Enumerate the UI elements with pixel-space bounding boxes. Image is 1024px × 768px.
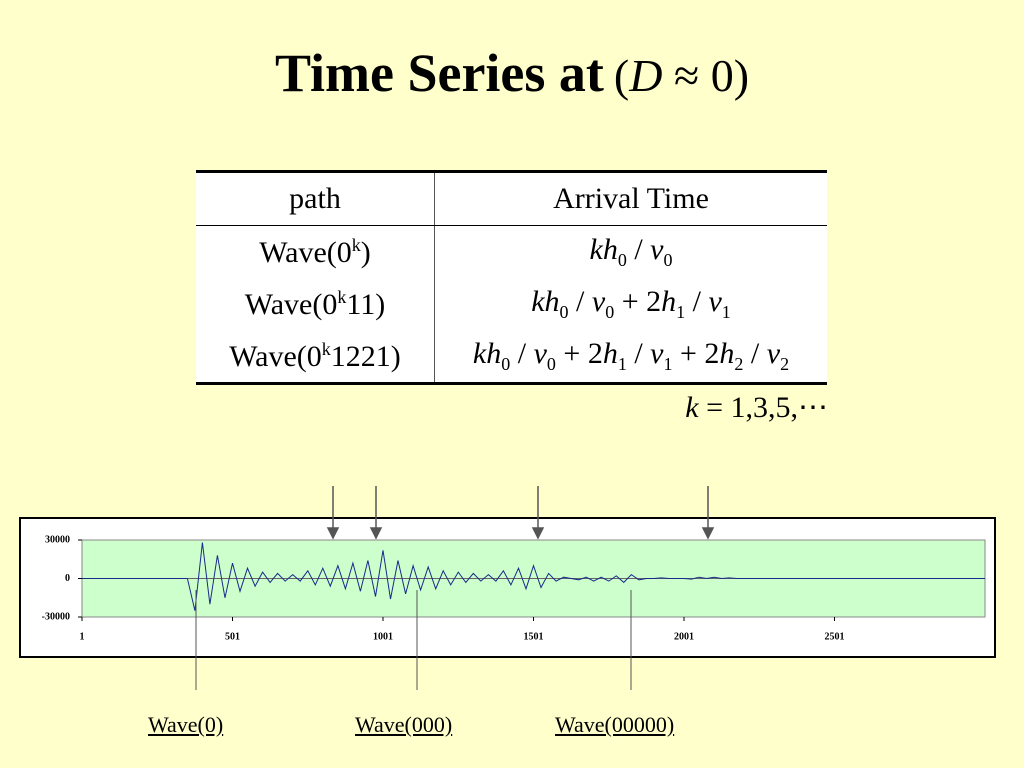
math-part: / bbox=[743, 337, 767, 370]
math-part: 2 bbox=[734, 354, 744, 374]
x-tick-label: 2501 bbox=[825, 631, 845, 642]
marker-label: Wave(000) bbox=[355, 712, 453, 737]
table-cell: Wave(0k) bbox=[196, 225, 435, 278]
math-part: Wave(0 bbox=[259, 235, 352, 269]
math-part: / bbox=[685, 285, 709, 318]
arrival-table: path Arrival Time Wave(0k) kh0 / v0 Wave(0… bbox=[196, 170, 827, 385]
math-part: v bbox=[591, 285, 606, 318]
math-part: ) bbox=[360, 235, 371, 269]
math-part: Wave(0 bbox=[244, 287, 338, 321]
math-part: v bbox=[650, 233, 664, 266]
table-row: Wave(0k) kh0 / v0 bbox=[196, 225, 827, 278]
math-part: v bbox=[708, 285, 722, 318]
title-main: Time Series at bbox=[274, 43, 604, 103]
math-part: = 1,3,5,⋯ bbox=[698, 391, 828, 424]
x-tick-label: 1001 bbox=[373, 631, 393, 642]
title-math: (D ≈ 0) bbox=[614, 50, 749, 101]
math-part: + 2 bbox=[672, 337, 720, 370]
math-part: 1 bbox=[721, 302, 731, 322]
table-cell: kh0 / v0 + 2h1 / v1 bbox=[434, 278, 827, 330]
math-part: kh bbox=[589, 233, 618, 266]
math-part: 1 bbox=[663, 354, 673, 374]
math-part: ( bbox=[613, 50, 630, 101]
math-part: / bbox=[568, 285, 592, 318]
table-cell: kh0 / v0 + 2h1 / v1 + 2h2 / v2 bbox=[434, 330, 827, 384]
x-tick-label: 1 bbox=[80, 631, 85, 642]
math-part: 0 bbox=[605, 302, 615, 322]
waveform bbox=[82, 542, 985, 611]
math-part: k bbox=[321, 338, 331, 359]
math-part: h bbox=[719, 337, 735, 370]
math-part: h bbox=[602, 337, 618, 370]
y-tick-label: -30000 bbox=[42, 611, 70, 622]
x-tick-label: 1501 bbox=[524, 631, 544, 642]
table-row: Wave(0k1221) kh0 / v0 + 2h1 / v1 + 2h2 / … bbox=[196, 330, 827, 384]
math-part: 0 bbox=[559, 302, 569, 322]
math-part: k bbox=[685, 391, 699, 424]
math-part: k bbox=[351, 234, 361, 255]
math-part: 1 bbox=[676, 302, 686, 322]
math-part: D bbox=[629, 50, 663, 101]
math-part: 0 bbox=[617, 250, 627, 270]
math-part: 2 bbox=[780, 354, 790, 374]
math-part: kh bbox=[531, 285, 560, 318]
math-part: / bbox=[626, 233, 651, 266]
math-part: 0 bbox=[501, 354, 511, 374]
y-tick-label: 0 bbox=[65, 573, 70, 584]
math-part: h bbox=[661, 285, 677, 318]
math-part: / bbox=[510, 337, 534, 370]
math-part: 1 bbox=[617, 354, 627, 374]
x-tick-label: 2001 bbox=[674, 631, 694, 642]
math-part: k bbox=[337, 286, 347, 307]
table-cell: kh0 / v0 bbox=[434, 225, 827, 278]
title: Time Series at (D ≈ 0) bbox=[0, 42, 1024, 104]
math-part: 11) bbox=[346, 287, 386, 321]
math-part: 1221) bbox=[330, 339, 401, 373]
marker-label: Wave(00000) bbox=[555, 712, 675, 737]
math-part: 0 bbox=[663, 250, 673, 270]
math-part: 0 bbox=[546, 354, 556, 374]
math-part: + 2 bbox=[614, 285, 662, 318]
math-part: v bbox=[650, 337, 664, 370]
x-tick-label: 501 bbox=[225, 631, 240, 642]
math-part: + 2 bbox=[555, 337, 603, 370]
math-part: v bbox=[766, 337, 781, 370]
marker-label: Wave(0) bbox=[148, 712, 224, 737]
math-part: kh bbox=[472, 337, 502, 370]
header-cell: Arrival Time bbox=[434, 171, 827, 226]
y-tick-label: 30000 bbox=[45, 534, 70, 545]
arrows bbox=[326, 486, 715, 540]
table-row: Wave(0k11) kh0 / v0 + 2h1 / v1 bbox=[196, 278, 827, 330]
table-cell: Wave(0k1221) bbox=[196, 330, 435, 384]
math-part: v bbox=[533, 337, 547, 370]
math-part: / bbox=[626, 337, 651, 370]
header-cell: path bbox=[196, 171, 435, 226]
math-part: Wave(0 bbox=[229, 339, 322, 373]
note: k = 1,3,5,⋯ bbox=[685, 390, 828, 425]
table-cell: Wave(0k11) bbox=[196, 278, 435, 330]
math-part: ≈ 0) bbox=[662, 50, 750, 101]
